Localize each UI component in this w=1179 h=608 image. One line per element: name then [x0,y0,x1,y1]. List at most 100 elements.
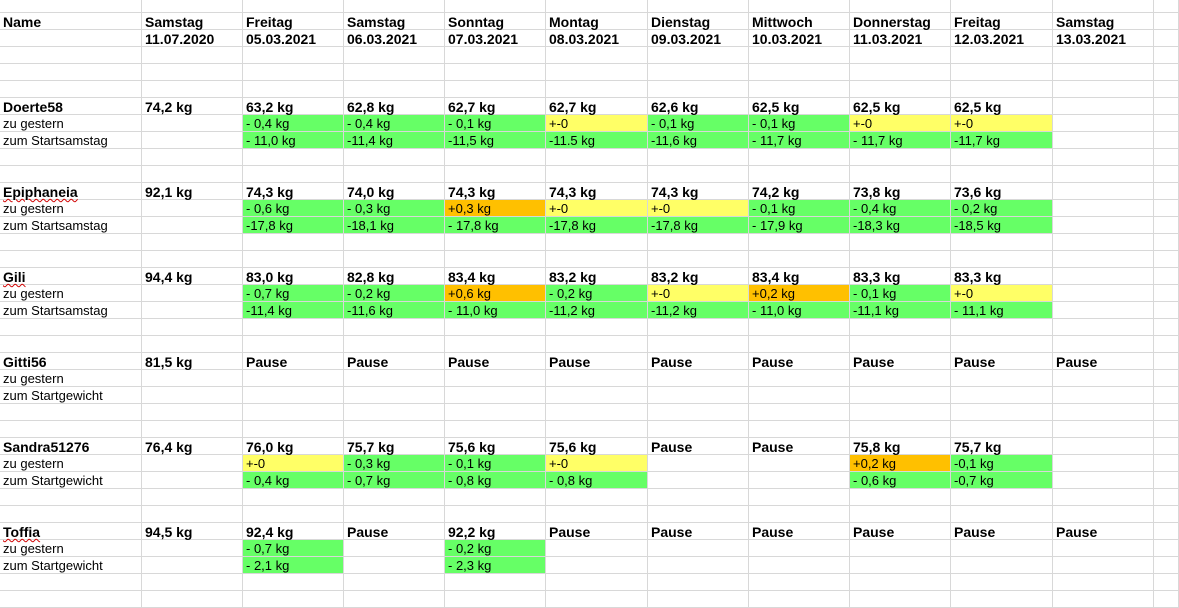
grid-cell[interactable] [243,251,344,268]
grid-cell[interactable] [951,540,1053,557]
grid-cell[interactable] [749,81,850,98]
weight-cell[interactable]: Pause [546,523,648,540]
grid-cell[interactable] [850,506,951,523]
grid-cell[interactable] [1154,421,1179,438]
grid-cell[interactable] [1154,387,1179,404]
grid-cell[interactable] [142,404,243,421]
grid-cell[interactable] [951,591,1053,608]
grid-cell[interactable] [546,489,648,506]
grid-cell[interactable] [1053,115,1154,132]
delta-cell[interactable]: +0,6 kg [445,285,546,302]
grid-cell[interactable] [546,387,648,404]
header-date[interactable]: 05.03.2021 [243,30,344,47]
delta-cell[interactable]: -18,1 kg [344,217,445,234]
weight-cell[interactable]: 83,4 kg [445,268,546,285]
grid-cell[interactable] [243,81,344,98]
grid-cell[interactable] [1154,455,1179,472]
weight-cell[interactable]: Pause [648,523,749,540]
grid-cell[interactable] [850,166,951,183]
weight-cell[interactable]: 76,0 kg [243,438,344,455]
grid-cell[interactable] [951,47,1053,64]
grid-cell[interactable] [850,0,951,13]
grid-cell[interactable] [1154,523,1179,540]
grid-cell[interactable] [1154,149,1179,166]
grid-cell[interactable] [1154,472,1179,489]
grid-cell[interactable] [142,234,243,251]
weight-cell[interactable]: 83,3 kg [951,268,1053,285]
grid-cell[interactable] [850,234,951,251]
grid-cell[interactable] [951,251,1053,268]
grid-cell[interactable] [850,540,951,557]
grid-cell[interactable] [546,234,648,251]
grid-cell[interactable] [1154,98,1179,115]
grid-cell[interactable] [445,336,546,353]
grid-cell[interactable] [1154,251,1179,268]
grid-cell[interactable] [648,370,749,387]
grid-cell[interactable] [850,591,951,608]
delta-cell[interactable]: -17,8 kg [243,217,344,234]
grid-cell[interactable] [648,149,749,166]
grid-cell[interactable] [445,506,546,523]
weight-cell[interactable]: 74,0 kg [344,183,445,200]
delta-cell[interactable]: - 17,9 kg [749,217,850,234]
grid-cell[interactable] [749,557,850,574]
grid-cell[interactable] [648,387,749,404]
delta-cell[interactable]: - 0,6 kg [243,200,344,217]
grid-cell[interactable] [546,251,648,268]
delta-cell[interactable]: - 11,7 kg [749,132,850,149]
delta-cell[interactable]: -0,1 kg [951,455,1053,472]
delta-cell[interactable]: - 0,1 kg [445,455,546,472]
grid-cell[interactable] [1154,438,1179,455]
grid-cell[interactable] [648,81,749,98]
weight-cell[interactable]: 81,5 kg [142,353,243,370]
delta-cell[interactable]: -11.5 kg [546,132,648,149]
grid-cell[interactable] [1154,540,1179,557]
grid-cell[interactable] [344,47,445,64]
grid-cell[interactable] [850,404,951,421]
delta-cell[interactable]: +-0 [546,200,648,217]
grid-cell[interactable] [0,251,142,268]
grid-cell[interactable] [648,336,749,353]
grid-cell[interactable] [142,455,243,472]
grid-cell[interactable] [142,285,243,302]
grid-cell[interactable] [1154,166,1179,183]
grid-cell[interactable] [648,574,749,591]
grid-cell[interactable] [546,149,648,166]
grid-cell[interactable] [1154,47,1179,64]
grid-cell[interactable] [344,0,445,13]
label-zu-gestern[interactable]: zu gestern [0,285,142,302]
weight-cell[interactable]: Pause [850,353,951,370]
label-zu-gestern[interactable]: zu gestern [0,115,142,132]
grid-cell[interactable] [648,472,749,489]
grid-cell[interactable] [243,421,344,438]
grid-cell[interactable] [142,336,243,353]
weight-cell[interactable]: 83,2 kg [648,268,749,285]
header-weekday[interactable]: Samstag [344,13,445,30]
grid-cell[interactable] [648,234,749,251]
grid-cell[interactable] [546,166,648,183]
weight-cell[interactable]: 92,1 kg [142,183,243,200]
delta-cell[interactable]: +-0 [951,115,1053,132]
grid-cell[interactable] [1053,183,1154,200]
weight-cell[interactable]: 83,3 kg [850,268,951,285]
header-date[interactable]: 11.03.2021 [850,30,951,47]
grid-cell[interactable] [142,64,243,81]
grid-cell[interactable] [344,251,445,268]
grid-cell[interactable] [546,506,648,523]
weight-cell[interactable]: 62,7 kg [546,98,648,115]
grid-cell[interactable] [445,251,546,268]
weight-cell[interactable]: 92,2 kg [445,523,546,540]
weight-cell[interactable]: 74,2 kg [142,98,243,115]
grid-cell[interactable] [749,370,850,387]
grid-cell[interactable] [648,166,749,183]
grid-cell[interactable] [850,81,951,98]
weight-cell[interactable]: Pause [951,523,1053,540]
grid-cell[interactable] [1053,421,1154,438]
grid-cell[interactable] [243,336,344,353]
grid-cell[interactable] [850,149,951,166]
grid-cell[interactable] [648,421,749,438]
grid-cell[interactable] [344,404,445,421]
grid-cell[interactable] [648,489,749,506]
grid-cell[interactable] [951,0,1053,13]
delta-cell[interactable]: -18,3 kg [850,217,951,234]
